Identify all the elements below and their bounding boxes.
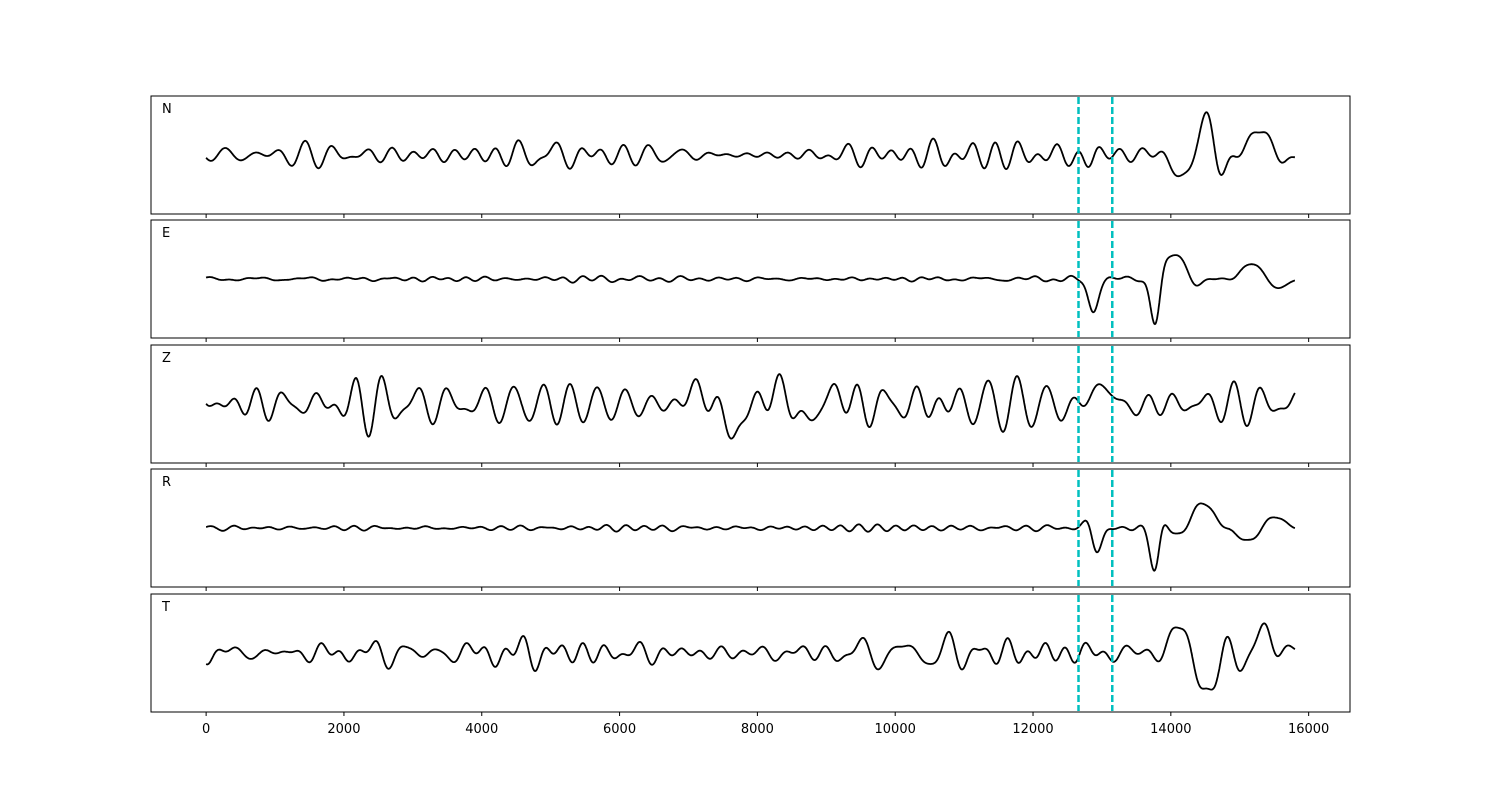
x-tick-label: 8000: [741, 722, 774, 737]
panel-frame: [150, 95, 1351, 215]
panel-label: E: [162, 226, 170, 241]
x-tick-label: 10000: [875, 722, 916, 737]
waveform-z: [205, 373, 1296, 440]
panel-n: N: [150, 95, 1351, 218]
panel-frame: [150, 219, 1351, 339]
panel-t: T: [150, 593, 1351, 716]
panel-label: Z: [162, 351, 171, 366]
x-tick-label: 0: [202, 722, 210, 737]
x-tick-label: 12000: [1012, 722, 1053, 737]
waveform-t: [205, 622, 1296, 691]
panel-frame: [150, 593, 1351, 713]
x-tick-label: 16000: [1288, 722, 1329, 737]
panel-z: Z: [150, 344, 1351, 467]
panel-label: T: [161, 600, 170, 615]
panel-label: R: [162, 475, 171, 490]
waveform-n: [205, 111, 1296, 178]
x-tick-label: 4000: [465, 722, 498, 737]
panel-frame: [150, 468, 1351, 588]
x-tick-label: 2000: [327, 722, 360, 737]
panel-e: E: [150, 219, 1351, 342]
waveform-e: [205, 254, 1296, 326]
panel-label: N: [162, 102, 172, 117]
x-tick-label: 14000: [1150, 722, 1191, 737]
x-tick-label: 6000: [603, 722, 636, 737]
panel-r: R: [150, 468, 1351, 591]
panel-frame: [150, 344, 1351, 464]
waveform-r: [205, 502, 1296, 572]
